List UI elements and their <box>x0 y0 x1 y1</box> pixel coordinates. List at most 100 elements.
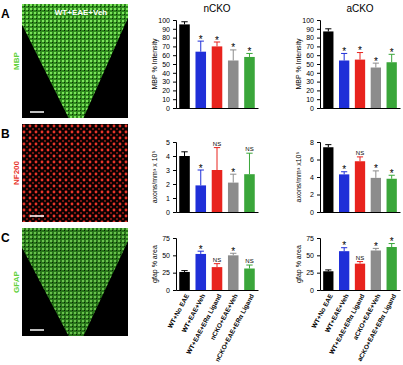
bar <box>355 161 365 212</box>
y-tick: 0 <box>166 209 176 216</box>
y-tick-mark <box>173 90 176 91</box>
y-tick: 20 <box>162 87 176 94</box>
error-bar-stem <box>184 152 185 156</box>
error-bar-cap <box>181 270 187 271</box>
bar-chart: *NS**0255075WT+No EAEWT+EAE+VehWT+EAE+ER… <box>295 235 401 363</box>
micrograph <box>22 124 128 222</box>
plot-area <box>179 148 255 212</box>
bar <box>179 272 190 290</box>
plot-area <box>323 29 397 108</box>
y-tick-label: 1 <box>166 195 170 202</box>
plot-area <box>179 22 255 108</box>
error-bar-cap <box>325 269 331 270</box>
y-tick-mark <box>317 255 320 256</box>
y-tick-mark <box>317 64 320 65</box>
y-tick-mark <box>173 212 176 213</box>
y-tick-label: 30 <box>306 78 314 85</box>
error-bar-stem <box>360 157 361 161</box>
y-tick-mark <box>317 108 320 109</box>
x-axis <box>177 212 259 214</box>
y-tick-mark <box>317 290 320 291</box>
y-tick-mark <box>317 99 320 100</box>
y-tick: 25 <box>162 269 176 276</box>
error-bar-cap <box>325 144 331 145</box>
y-tick: 8 <box>310 139 320 146</box>
y-tick-mark <box>173 170 176 171</box>
y-tick-mark <box>317 90 320 91</box>
stain-label-box <box>11 41 22 81</box>
y-tick-mark <box>317 142 320 143</box>
x-axis-line <box>321 212 401 213</box>
scale-bar <box>30 215 44 217</box>
image-texture <box>22 228 128 336</box>
y-tick-label: 25 <box>306 269 314 276</box>
y-tick: 100 <box>302 17 320 24</box>
bar <box>371 178 381 212</box>
bar <box>355 60 365 108</box>
bar <box>323 271 333 290</box>
y-axis-line <box>173 143 177 213</box>
bar <box>323 147 333 212</box>
y-tick-mark <box>173 142 176 143</box>
error-bar-stem <box>249 265 250 268</box>
y-tick-label: 4 <box>310 174 314 181</box>
y-tick-label: 40 <box>162 70 170 77</box>
bar <box>212 46 223 108</box>
y-tick-mark <box>173 108 176 109</box>
y-tick-mark <box>317 55 320 56</box>
bar <box>195 185 206 212</box>
error-bar-cap <box>214 147 220 148</box>
significance-label: * <box>215 35 219 46</box>
y-tick: 6 <box>310 156 320 163</box>
y-tick-mark <box>173 198 176 199</box>
y-tick-label: 20 <box>306 87 314 94</box>
y-tick-label: 90 <box>306 26 314 33</box>
y-axis-title: axons/mm³ x 10⁵ <box>151 151 158 204</box>
y-tick: 0 <box>310 209 320 216</box>
y-tick: 4 <box>166 153 176 160</box>
error-bar-cap <box>246 265 252 266</box>
y-tick: 60 <box>306 52 320 59</box>
y-tick-label: 30 <box>162 78 170 85</box>
error-bar-cap <box>357 261 363 262</box>
y-tick-mark <box>173 38 176 39</box>
y-tick: 50 <box>162 61 176 68</box>
error-bar <box>181 22 187 25</box>
y-axis-title: gfap % area <box>295 245 303 283</box>
bar <box>387 62 397 108</box>
error-bar <box>181 152 187 156</box>
bar <box>371 68 381 108</box>
bar-chart: *NS*NS012345axons/mm³ x 10⁵ <box>151 139 259 216</box>
panel-letter: A <box>1 7 10 21</box>
error-bar-stem <box>217 148 218 170</box>
y-tick: 5 <box>166 139 176 146</box>
error-bar-stem <box>249 153 250 174</box>
y-tick-label: 2 <box>166 181 170 188</box>
y-tick-label: 75 <box>162 235 170 242</box>
significance-label: * <box>199 34 203 45</box>
y-tick-mark <box>173 156 176 157</box>
stain-label: GFAP <box>12 270 21 292</box>
y-tick: 75 <box>162 235 176 242</box>
y-tick-label: 6 <box>310 156 314 163</box>
x-tick: aCKO+EAE+ERα Ligand <box>356 290 398 363</box>
significance-label: * <box>231 42 235 53</box>
y-tick: 40 <box>162 70 176 77</box>
y-tick-mark <box>173 64 176 65</box>
significance-label: * <box>374 241 378 252</box>
y-tick: 80 <box>162 34 176 41</box>
bar <box>212 170 223 212</box>
y-tick: 50 <box>306 61 320 68</box>
error-bar <box>325 29 331 32</box>
significance-label: * <box>342 46 346 57</box>
significance-label: * <box>358 45 362 56</box>
error-bar-cap <box>357 156 363 157</box>
y-tick-label: 20 <box>162 87 170 94</box>
y-tick-mark <box>317 177 320 178</box>
significance-label: * <box>374 56 378 67</box>
significance-label: * <box>231 167 235 178</box>
stain-label: NF200 <box>12 160 21 185</box>
y-tick-label: 60 <box>306 52 314 59</box>
bar <box>244 57 255 108</box>
stain-label-box <box>11 262 22 302</box>
